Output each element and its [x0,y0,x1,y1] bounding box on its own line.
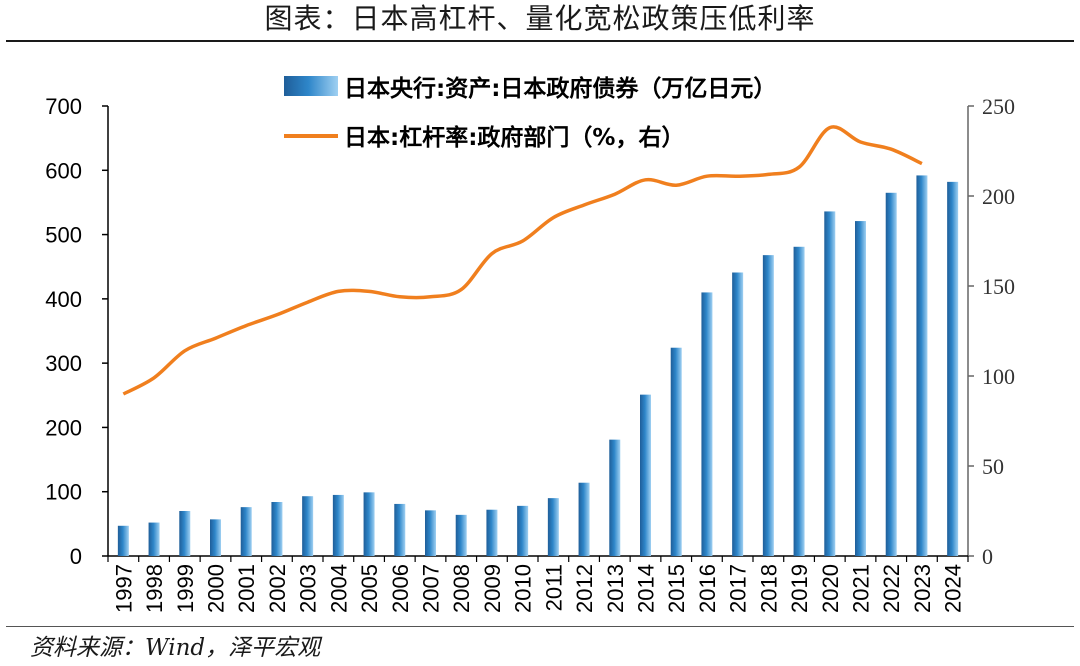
x-tick-label: 2022 [879,564,904,613]
x-tick-label: 2003 [296,564,321,613]
x-tick-label: 2008 [449,564,474,613]
bar [179,511,191,556]
x-tick-label: 1999 [173,564,198,613]
bar [824,211,836,556]
title-divider [6,40,1074,42]
bar [578,482,590,556]
x-tick-label: 2015 [664,564,689,613]
bar [517,505,529,556]
bar [701,292,713,556]
bar [117,525,129,556]
x-tick-label: 2007 [419,564,444,613]
x-tick-label: 1997 [111,564,136,613]
chart-title: 图表：日本高杠杆、量化宽松政策压低利率 [264,2,816,35]
x-tick-label: 2011 [541,564,566,611]
y-right-tick-label: 150 [982,274,1015,299]
y-left-tick-label: 300 [45,351,82,376]
x-tick-label: 2024 [941,564,966,613]
bar [640,394,651,556]
x-tick-label: 2002 [265,564,290,613]
bar [793,246,805,557]
y-right-tick-label: 250 [982,94,1015,119]
bar [547,498,559,556]
y-right-tick-label: 50 [982,454,1004,479]
y-left-tick-label: 0 [70,544,82,569]
bar [240,507,252,556]
y-left-tick-label: 400 [45,287,82,312]
x-tick-label: 2010 [511,564,536,613]
bar [363,492,375,556]
x-tick-label: 2017 [726,564,751,613]
y-left-tick-label: 100 [45,480,82,505]
bar [425,510,436,556]
x-tick-label: 2023 [910,564,935,613]
bar [947,181,959,556]
bar [302,496,314,556]
y-left-tick-label: 700 [45,94,82,119]
x-tick-label: 2019 [787,564,812,613]
legend-line-label: 日本:杠杆率:政府部门（%，右） [344,124,684,151]
y-right-tick-label: 0 [982,544,993,569]
bar [885,192,897,557]
y-left-tick-label: 600 [45,158,82,183]
y-right-tick-label: 100 [982,364,1015,389]
bar-series [117,175,959,557]
x-tick-label: 2006 [388,564,413,613]
legend-bar-label: 日本央行:资产:日本政府债券（万亿日元） [344,75,776,102]
source-note: 资料来源：Wind，泽平宏观 [30,635,321,661]
x-tick-label: 2018 [756,564,781,613]
bar [148,522,160,556]
x-tick-label: 2021 [849,564,874,613]
x-tick-label: 2016 [695,564,720,613]
x-tick-label: 2001 [234,564,259,613]
x-tick-label: 2012 [572,564,597,613]
x-tick-label: 2014 [634,564,659,613]
x-tick-label: 2000 [204,564,229,613]
x-tick-label: 2004 [326,564,351,613]
bar [762,255,774,556]
bar [916,175,928,556]
y-right-tick-label: 200 [982,184,1015,209]
bar [210,519,221,556]
bar [271,502,283,556]
bar [855,221,866,557]
y-left-tick-label: 200 [45,415,82,440]
chart-canvas: 0 100 200 300 400 500 600 700 0 50 100 150 200 250 199… [45,75,1015,613]
legend-bar-swatch [284,76,338,96]
x-tick-label: 2009 [480,564,505,613]
line-series [122,125,923,396]
x-tick-label: 2020 [818,564,843,613]
x-tick-label: 1998 [142,564,167,613]
bar [732,272,744,556]
bar [609,439,621,556]
x-tick-label: 2005 [357,564,382,613]
x-tick-label: 2013 [603,564,628,613]
y-left-tick-label: 500 [45,223,82,248]
bar [670,347,682,556]
axes: 0 100 200 300 400 500 600 700 0 50 100 150 200 250 199… [45,94,1015,613]
bar [332,494,344,556]
bar [394,503,406,556]
bar [486,509,498,556]
bar [455,514,467,556]
legend: 日本央行:资产:日本政府债券（万亿日元） 日本:杠杆率:政府部门（%，右） [284,75,776,151]
source-divider [6,626,1074,627]
